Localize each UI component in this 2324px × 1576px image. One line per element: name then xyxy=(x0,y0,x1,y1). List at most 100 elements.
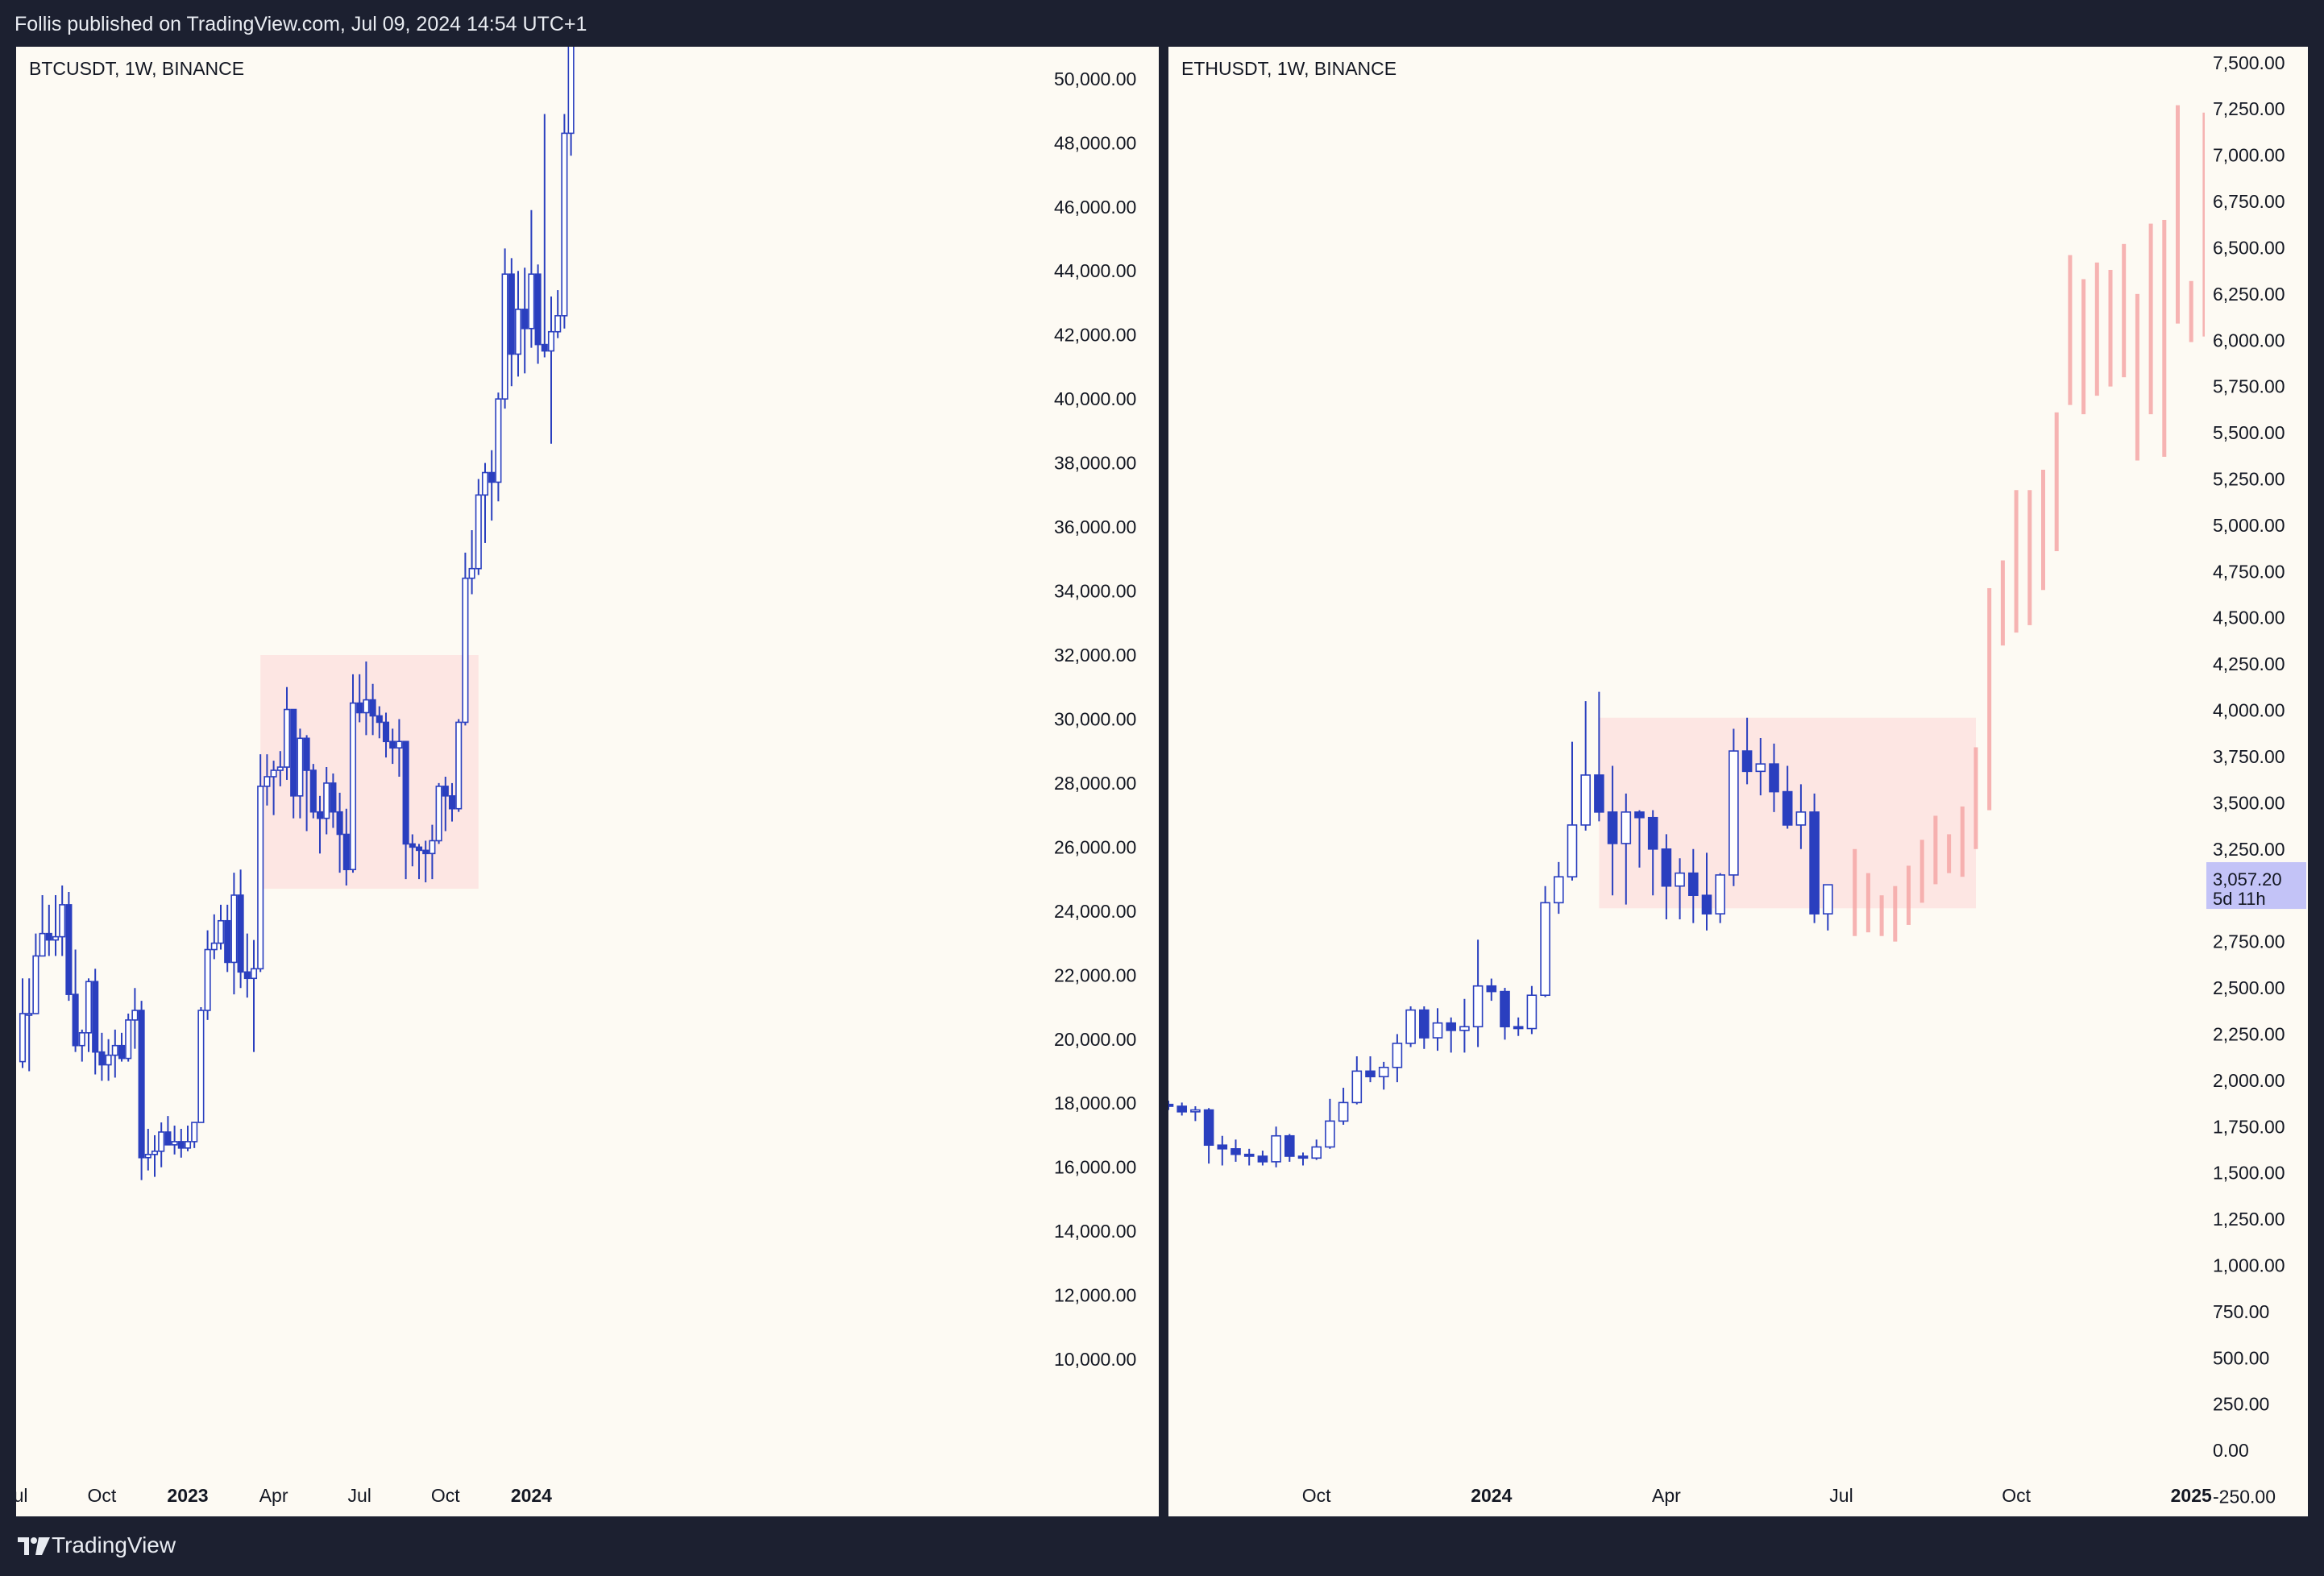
x-tick-label: Jul xyxy=(347,1485,371,1506)
tradingview-logo-icon[interactable] xyxy=(16,1534,52,1558)
candle xyxy=(1567,741,1578,881)
candle xyxy=(534,264,542,364)
candle-body xyxy=(19,1013,27,1063)
candle-body xyxy=(264,776,271,787)
candle-body xyxy=(1392,1043,1403,1068)
projection-bar xyxy=(2176,105,2180,324)
candle xyxy=(290,708,297,819)
btc-chart-panel[interactable]: 50,000.00 48,000.00 46,000.00 44,000.00 42,0… xyxy=(16,47,1159,1516)
y-tick-label: 32,000.00 xyxy=(1054,645,1136,666)
candle xyxy=(1365,1056,1376,1083)
candle xyxy=(65,892,73,1002)
candle xyxy=(52,894,60,956)
candle-body xyxy=(1338,1101,1349,1122)
projection-bar xyxy=(1853,848,1857,936)
candle-body xyxy=(1297,1155,1309,1159)
tradingview-brand[interactable]: TradingView xyxy=(52,1532,176,1557)
candle-body xyxy=(514,309,522,355)
y-tick-label: 44,000.00 xyxy=(1054,260,1136,281)
candle-body xyxy=(26,1013,33,1016)
candle xyxy=(462,552,469,726)
candle-body xyxy=(448,795,456,810)
candle-body xyxy=(1769,763,1779,793)
candle xyxy=(264,754,271,806)
candle-body xyxy=(210,942,218,951)
y-tick-label: 42,000.00 xyxy=(1054,325,1136,346)
candle xyxy=(184,1126,192,1151)
candle-body xyxy=(1325,1120,1335,1148)
candle-body xyxy=(541,343,548,352)
candle xyxy=(1540,885,1550,997)
candle xyxy=(547,297,555,444)
candle-body xyxy=(1755,763,1766,773)
x-tick-label: Apr xyxy=(259,1485,288,1506)
candle xyxy=(1621,793,1632,905)
candle xyxy=(349,674,357,873)
candle xyxy=(1190,1105,1201,1122)
candle-body xyxy=(1553,876,1564,904)
projection-bar xyxy=(1893,885,1898,942)
candle-body xyxy=(1675,872,1685,887)
candle-body xyxy=(1271,1134,1281,1163)
candle-body xyxy=(72,993,79,1047)
y-tick-label: 1,500.00 xyxy=(2213,1163,2285,1184)
candle xyxy=(501,248,508,409)
candle-body xyxy=(1782,790,1793,826)
candle xyxy=(105,1039,112,1081)
candle-body xyxy=(1378,1066,1389,1078)
y-tick-label: 7,500.00 xyxy=(2213,52,2285,73)
projection-bar xyxy=(2189,280,2193,342)
candle-body xyxy=(1418,1009,1430,1039)
candle xyxy=(131,988,139,1049)
candle xyxy=(1203,1108,1214,1164)
candle-body xyxy=(495,398,502,483)
y-tick-label: 5,750.00 xyxy=(2213,376,2285,397)
candle-body xyxy=(309,769,317,813)
projection-bar xyxy=(2027,490,2032,625)
eth-chart-panel[interactable]: 7,500.00 7,250.00 7,000.00 6,750.00 6,500.00… xyxy=(1168,47,2308,1516)
x-tick-label: Jul xyxy=(1829,1485,1853,1506)
candle xyxy=(1513,1017,1524,1036)
y-tick-label: 5,250.00 xyxy=(2213,468,2285,489)
candle-body xyxy=(1472,985,1484,1028)
candle-body xyxy=(349,702,357,870)
candle xyxy=(1769,743,1779,812)
candle xyxy=(1472,939,1484,1047)
projection-bar xyxy=(2135,293,2139,461)
y-tick-label: 14,000.00 xyxy=(1054,1221,1136,1242)
candle xyxy=(1795,784,1807,849)
candle xyxy=(217,904,225,950)
candle xyxy=(1728,728,1739,886)
projection-bar xyxy=(2094,262,2099,396)
eth-chart[interactable]: 7,500.00 7,250.00 7,000.00 6,750.00 6,500.00… xyxy=(1168,47,2308,1516)
candle xyxy=(1405,1006,1416,1047)
candle xyxy=(1661,834,1672,920)
candle xyxy=(92,968,99,1075)
candle xyxy=(1634,810,1645,868)
candle-body xyxy=(376,715,383,724)
candle-body xyxy=(257,786,264,970)
candle-body xyxy=(442,786,449,797)
y-tick-label: 7,250.00 xyxy=(2213,98,2285,119)
candle-body xyxy=(144,1153,151,1159)
candle-body xyxy=(435,786,442,842)
candle xyxy=(1607,765,1618,896)
candle-body xyxy=(85,981,93,1034)
candle xyxy=(342,808,350,886)
candle xyxy=(528,209,535,348)
candle xyxy=(164,1116,172,1146)
candle xyxy=(541,114,548,358)
btc-chart[interactable]: 50,000.00 48,000.00 46,000.00 44,000.00 42,0… xyxy=(16,47,1159,1516)
candle-body xyxy=(98,1051,106,1066)
y-tick-label: 4,500.00 xyxy=(2213,608,2285,628)
candle xyxy=(429,824,436,880)
candle xyxy=(495,392,502,502)
y-tick-label: 16,000.00 xyxy=(1054,1157,1136,1178)
candle xyxy=(309,764,317,819)
candle-body xyxy=(382,721,390,743)
candle xyxy=(389,728,396,765)
candle-body xyxy=(1580,774,1592,826)
candle xyxy=(1432,1008,1443,1051)
consolidation-zone xyxy=(260,654,479,890)
projection-bar xyxy=(2014,490,2019,633)
